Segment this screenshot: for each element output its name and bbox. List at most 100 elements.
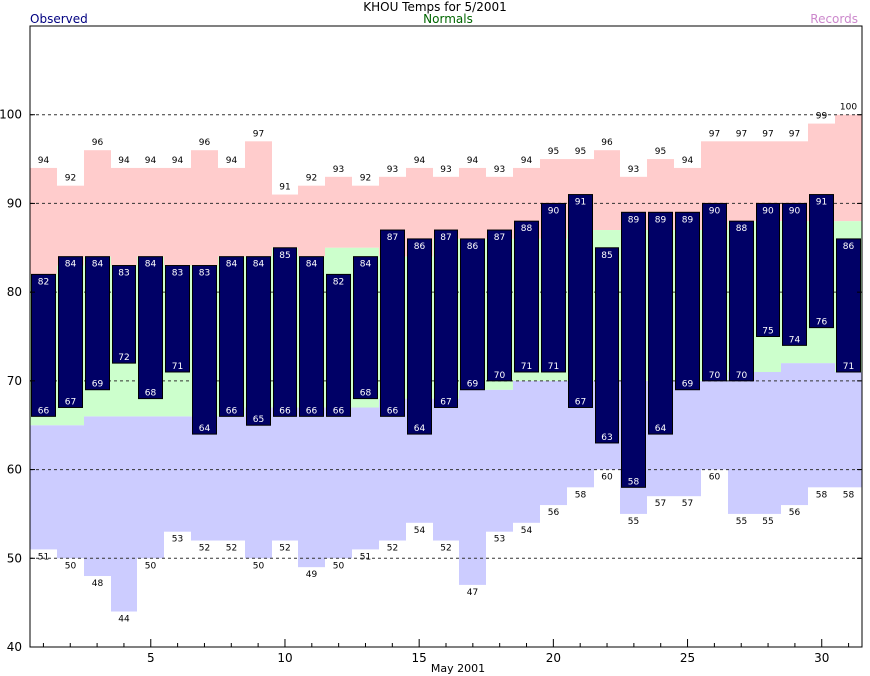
record-low-label: 52 xyxy=(387,544,398,554)
record-low-band xyxy=(540,380,567,506)
observed-high-label: 82 xyxy=(38,277,49,287)
observed-bar xyxy=(809,194,834,329)
record-low-label: 50 xyxy=(145,561,157,571)
observed-low-label: 64 xyxy=(655,424,667,434)
record-high-label: 94 xyxy=(38,156,50,166)
observed-bar xyxy=(836,238,861,373)
record-low-band xyxy=(272,407,298,541)
record-high-band xyxy=(245,141,272,257)
observed-bar xyxy=(595,247,619,444)
record-low-label: 52 xyxy=(279,544,290,554)
observed-low-label: 69 xyxy=(92,380,104,390)
record-low-label: 58 xyxy=(843,490,855,500)
record-high-label: 97 xyxy=(789,129,800,139)
observed-bar xyxy=(326,273,351,417)
record-low-band xyxy=(57,425,84,559)
observed-low-label: 70 xyxy=(494,371,506,381)
record-low-band xyxy=(298,407,325,568)
record-low-label: 52 xyxy=(440,544,451,554)
observed-low-label: 74 xyxy=(789,335,801,345)
x-tick-label: 10 xyxy=(277,651,292,665)
observed-bar xyxy=(299,256,324,417)
record-low-label: 53 xyxy=(494,535,505,545)
record-high-band xyxy=(218,167,245,257)
observed-low-label: 63 xyxy=(601,433,612,443)
observed-high-label: 91 xyxy=(816,198,827,208)
record-low-label: 52 xyxy=(226,544,237,554)
record-high-band xyxy=(325,176,352,248)
observed-low-label: 71 xyxy=(548,362,559,372)
observed-high-label: 84 xyxy=(65,260,77,270)
observed-bar xyxy=(514,220,539,373)
observed-bar xyxy=(273,247,297,417)
observed-low-label: 71 xyxy=(521,362,532,372)
record-high-label: 91 xyxy=(279,183,290,193)
y-tick-label: 40 xyxy=(7,640,22,654)
record-low-band xyxy=(84,416,111,577)
observed-low-label: 66 xyxy=(306,406,318,416)
observed-bar xyxy=(192,265,217,435)
record-high-band xyxy=(594,150,620,231)
record-low-label: 50 xyxy=(253,561,265,571)
observed-bar xyxy=(138,256,163,400)
observed-high-label: 82 xyxy=(333,277,344,287)
chart-title: KHOU Temps for 5/2001 xyxy=(363,0,507,14)
observed-high-label: 84 xyxy=(226,260,238,270)
record-low-label: 55 xyxy=(736,517,747,527)
record-low-band xyxy=(352,407,379,550)
x-tick-label: 5 xyxy=(147,651,155,665)
record-low-label: 49 xyxy=(306,570,318,580)
record-high-label: 95 xyxy=(655,147,666,157)
record-low-band xyxy=(325,407,352,559)
record-low-band xyxy=(755,371,781,514)
record-low-label: 54 xyxy=(521,526,533,536)
observed-high-label: 90 xyxy=(548,206,560,216)
observed-bar xyxy=(246,256,271,426)
x-tick-label: 15 xyxy=(412,651,427,665)
observed-bar xyxy=(541,202,566,373)
record-high-label: 94 xyxy=(145,156,157,166)
record-low-label: 57 xyxy=(682,499,693,509)
record-low-label: 51 xyxy=(38,552,49,562)
record-low-label: 54 xyxy=(414,526,426,536)
observed-bar xyxy=(568,194,593,408)
observed-low-label: 66 xyxy=(387,406,399,416)
observed-bar xyxy=(756,202,780,337)
record-low-band xyxy=(30,425,57,550)
observed-bar xyxy=(621,211,646,488)
record-high-label: 92 xyxy=(360,174,371,184)
record-high-band xyxy=(433,176,459,239)
observed-high-label: 90 xyxy=(709,206,721,216)
observed-high-label: 89 xyxy=(628,215,640,225)
y-tick-label: 60 xyxy=(7,463,22,477)
record-high-band xyxy=(191,150,218,266)
record-low-label: 51 xyxy=(360,552,371,562)
observed-low-label: 69 xyxy=(682,380,694,390)
record-high-label: 97 xyxy=(709,129,720,139)
observed-high-label: 90 xyxy=(789,206,801,216)
observed-low-label: 69 xyxy=(467,380,479,390)
y-tick-label: 90 xyxy=(7,196,22,210)
observed-low-label: 70 xyxy=(736,371,748,381)
y-tick-label: 100 xyxy=(0,108,22,122)
record-low-band xyxy=(111,416,137,612)
record-low-band xyxy=(728,371,755,514)
observed-high-label: 89 xyxy=(655,215,667,225)
x-axis-label: May 2001 xyxy=(431,662,485,675)
x-tick-label: 30 xyxy=(814,651,829,665)
record-high-label: 92 xyxy=(306,174,317,184)
record-high-label: 94 xyxy=(118,156,130,166)
record-high-label: 93 xyxy=(333,165,344,175)
observed-high-label: 88 xyxy=(736,224,748,234)
observed-low-label: 64 xyxy=(414,424,426,434)
record-high-band xyxy=(30,167,57,275)
observed-bar xyxy=(219,256,244,417)
record-low-label: 48 xyxy=(92,579,104,589)
record-low-label: 58 xyxy=(575,490,587,500)
record-high-label: 97 xyxy=(253,129,264,139)
record-low-label: 52 xyxy=(199,544,210,554)
observed-bar xyxy=(165,265,190,373)
observed-high-label: 83 xyxy=(199,269,210,279)
observed-low-label: 68 xyxy=(145,389,157,399)
